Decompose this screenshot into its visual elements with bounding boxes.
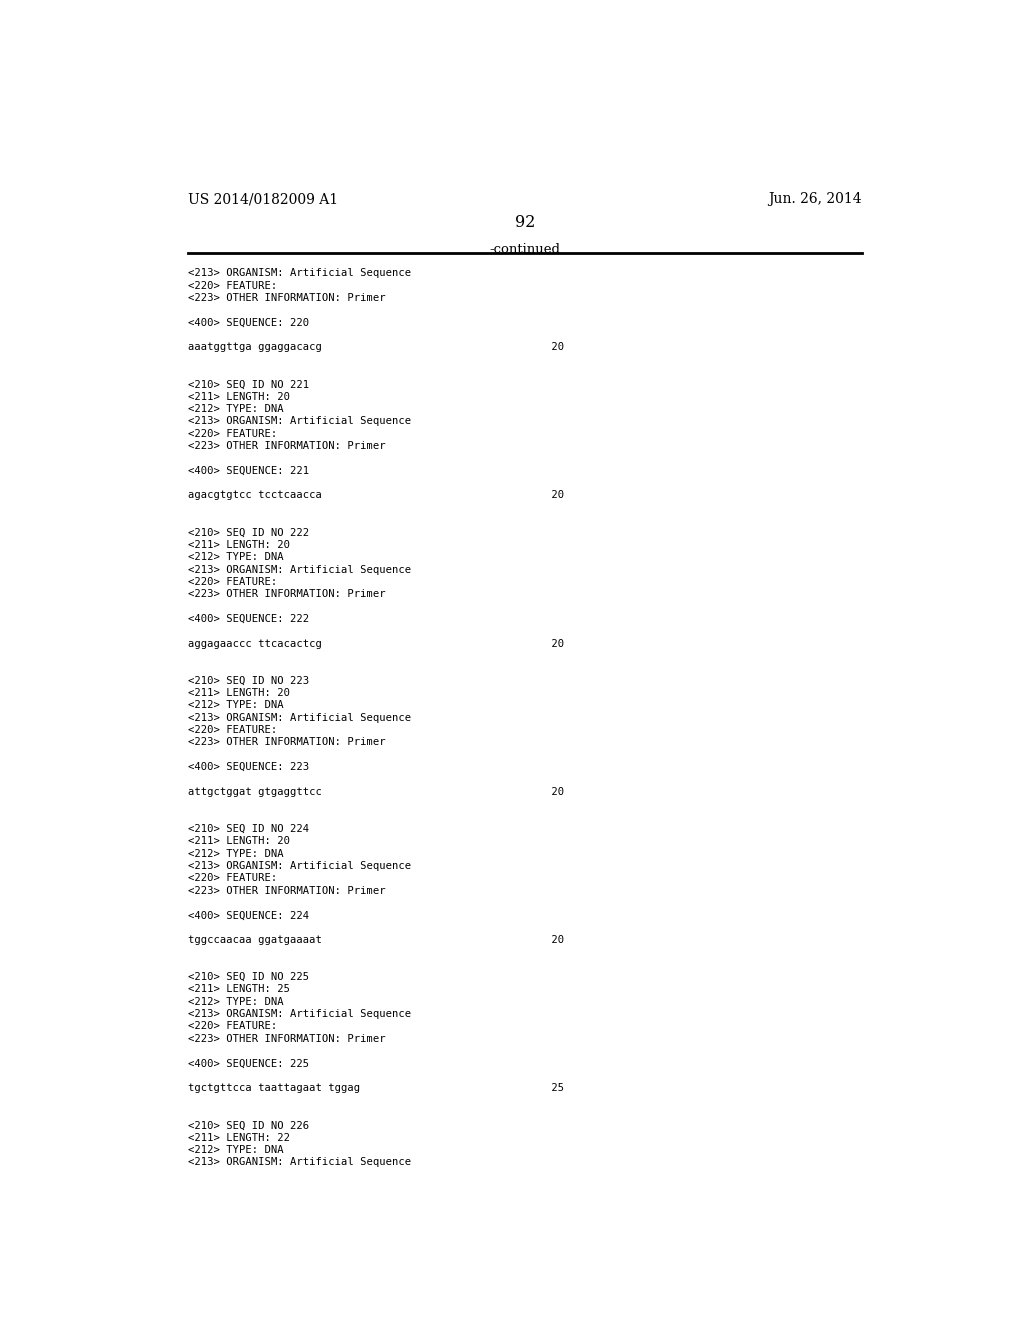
Text: aggagaaccc ttcacactcg                                    20: aggagaaccc ttcacactcg 20 bbox=[187, 639, 563, 648]
Text: <211> LENGTH: 22: <211> LENGTH: 22 bbox=[187, 1133, 290, 1143]
Text: <213> ORGANISM: Artificial Sequence: <213> ORGANISM: Artificial Sequence bbox=[187, 416, 411, 426]
Text: <223> OTHER INFORMATION: Primer: <223> OTHER INFORMATION: Primer bbox=[187, 293, 385, 302]
Text: <211> LENGTH: 20: <211> LENGTH: 20 bbox=[187, 392, 290, 401]
Text: <211> LENGTH: 20: <211> LENGTH: 20 bbox=[187, 688, 290, 698]
Text: <213> ORGANISM: Artificial Sequence: <213> ORGANISM: Artificial Sequence bbox=[187, 1008, 411, 1019]
Text: <400> SEQUENCE: 222: <400> SEQUENCE: 222 bbox=[187, 614, 308, 624]
Text: <213> ORGANISM: Artificial Sequence: <213> ORGANISM: Artificial Sequence bbox=[187, 565, 411, 574]
Text: <223> OTHER INFORMATION: Primer: <223> OTHER INFORMATION: Primer bbox=[187, 886, 385, 896]
Text: <212> TYPE: DNA: <212> TYPE: DNA bbox=[187, 1144, 284, 1155]
Text: US 2014/0182009 A1: US 2014/0182009 A1 bbox=[187, 193, 338, 206]
Text: <223> OTHER INFORMATION: Primer: <223> OTHER INFORMATION: Primer bbox=[187, 738, 385, 747]
Text: <223> OTHER INFORMATION: Primer: <223> OTHER INFORMATION: Primer bbox=[187, 1034, 385, 1044]
Text: <210> SEQ ID NO 222: <210> SEQ ID NO 222 bbox=[187, 528, 308, 537]
Text: <212> TYPE: DNA: <212> TYPE: DNA bbox=[187, 552, 284, 562]
Text: <400> SEQUENCE: 225: <400> SEQUENCE: 225 bbox=[187, 1059, 308, 1068]
Text: <220> FEATURE:: <220> FEATURE: bbox=[187, 874, 276, 883]
Text: <223> OTHER INFORMATION: Primer: <223> OTHER INFORMATION: Primer bbox=[187, 589, 385, 599]
Text: <400> SEQUENCE: 223: <400> SEQUENCE: 223 bbox=[187, 762, 308, 772]
Text: <223> OTHER INFORMATION: Primer: <223> OTHER INFORMATION: Primer bbox=[187, 441, 385, 451]
Text: <212> TYPE: DNA: <212> TYPE: DNA bbox=[187, 404, 284, 414]
Text: <213> ORGANISM: Artificial Sequence: <213> ORGANISM: Artificial Sequence bbox=[187, 268, 411, 279]
Text: <213> ORGANISM: Artificial Sequence: <213> ORGANISM: Artificial Sequence bbox=[187, 861, 411, 871]
Text: <220> FEATURE:: <220> FEATURE: bbox=[187, 1022, 276, 1031]
Text: <213> ORGANISM: Artificial Sequence: <213> ORGANISM: Artificial Sequence bbox=[187, 1158, 411, 1167]
Text: <212> TYPE: DNA: <212> TYPE: DNA bbox=[187, 849, 284, 858]
Text: <400> SEQUENCE: 221: <400> SEQUENCE: 221 bbox=[187, 466, 308, 475]
Text: tggccaacaa ggatgaaaat                                    20: tggccaacaa ggatgaaaat 20 bbox=[187, 935, 563, 945]
Text: <210> SEQ ID NO 224: <210> SEQ ID NO 224 bbox=[187, 824, 308, 834]
Text: <220> FEATURE:: <220> FEATURE: bbox=[187, 281, 276, 290]
Text: <210> SEQ ID NO 226: <210> SEQ ID NO 226 bbox=[187, 1121, 308, 1130]
Text: attgctggat gtgaggttcc                                    20: attgctggat gtgaggttcc 20 bbox=[187, 787, 563, 797]
Text: <210> SEQ ID NO 225: <210> SEQ ID NO 225 bbox=[187, 972, 308, 982]
Text: <213> ORGANISM: Artificial Sequence: <213> ORGANISM: Artificial Sequence bbox=[187, 713, 411, 723]
Text: <400> SEQUENCE: 224: <400> SEQUENCE: 224 bbox=[187, 911, 308, 920]
Text: <212> TYPE: DNA: <212> TYPE: DNA bbox=[187, 997, 284, 1007]
Text: <210> SEQ ID NO 223: <210> SEQ ID NO 223 bbox=[187, 676, 308, 685]
Text: <220> FEATURE:: <220> FEATURE: bbox=[187, 429, 276, 438]
Text: <220> FEATURE:: <220> FEATURE: bbox=[187, 577, 276, 587]
Text: -continued: -continued bbox=[489, 243, 560, 256]
Text: <211> LENGTH: 20: <211> LENGTH: 20 bbox=[187, 837, 290, 846]
Text: Jun. 26, 2014: Jun. 26, 2014 bbox=[768, 193, 862, 206]
Text: tgctgttcca taattagaat tggag                              25: tgctgttcca taattagaat tggag 25 bbox=[187, 1084, 563, 1093]
Text: aaatggttga ggaggacacg                                    20: aaatggttga ggaggacacg 20 bbox=[187, 342, 563, 352]
Text: <212> TYPE: DNA: <212> TYPE: DNA bbox=[187, 701, 284, 710]
Text: <400> SEQUENCE: 220: <400> SEQUENCE: 220 bbox=[187, 318, 308, 327]
Text: <211> LENGTH: 20: <211> LENGTH: 20 bbox=[187, 540, 290, 550]
Text: 92: 92 bbox=[515, 214, 535, 231]
Text: <210> SEQ ID NO 221: <210> SEQ ID NO 221 bbox=[187, 379, 308, 389]
Text: <220> FEATURE:: <220> FEATURE: bbox=[187, 725, 276, 735]
Text: <211> LENGTH: 25: <211> LENGTH: 25 bbox=[187, 985, 290, 994]
Text: agacgtgtcc tcctcaacca                                    20: agacgtgtcc tcctcaacca 20 bbox=[187, 491, 563, 500]
